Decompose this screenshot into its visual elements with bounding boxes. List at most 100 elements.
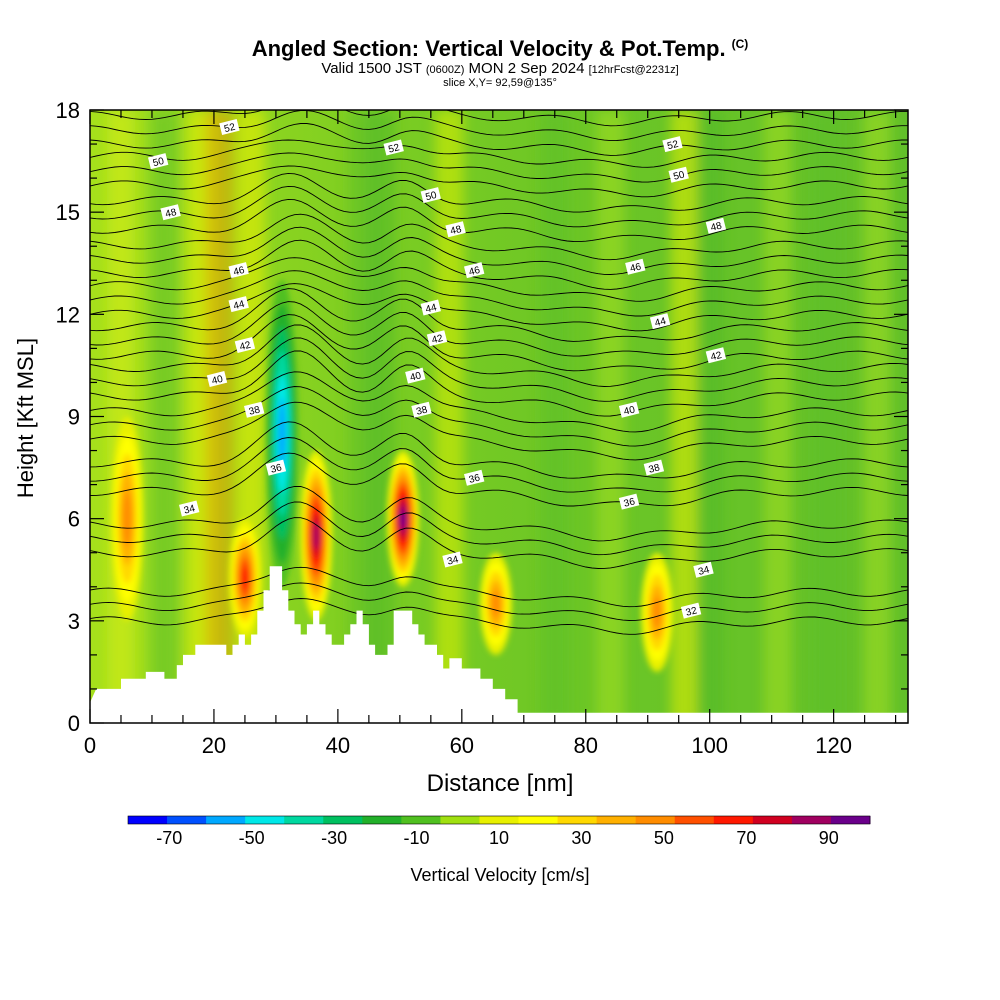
contour-label-text: 40: [409, 370, 423, 383]
contour-label: 50: [148, 153, 169, 170]
contour-label-text: 44: [232, 299, 246, 312]
valid-time: Valid 1500 JST: [321, 60, 422, 77]
isentrope-line: [90, 421, 908, 479]
contour-label-text: 34: [183, 503, 197, 516]
isentrope-line: [90, 350, 908, 417]
contour-label: 34: [179, 500, 200, 517]
updraft-cell: [313, 522, 320, 550]
contour-label-text: 36: [623, 496, 637, 509]
isentrope-line: [90, 123, 908, 156]
contour-label: 36: [464, 469, 485, 486]
contour-label-bg: [219, 119, 240, 135]
contour-label-text: 48: [449, 224, 463, 237]
y-tick-labels: 0 3 6 9 12 15 18: [56, 98, 80, 736]
valid-zulu: (0600Z): [425, 64, 465, 76]
contour-label-bg: [705, 217, 727, 234]
colorbar-tick-labels: -70 -50 -30 -10 10 30 50 70 90: [156, 828, 839, 848]
contour-label-text: 36: [270, 462, 284, 475]
contour-label-bg: [464, 262, 485, 279]
contour-label-bg: [618, 493, 640, 510]
isentrope-line: [90, 139, 908, 168]
contour-label: 36: [265, 459, 287, 476]
contour-label-text: 50: [424, 190, 438, 203]
y-tick-label: 15: [56, 200, 80, 225]
colorbar-swatch: [284, 816, 324, 824]
colorbar-swatch: [362, 816, 402, 824]
contour-label-text: 44: [654, 316, 668, 329]
contour-label-text: 40: [211, 374, 225, 387]
contour-label-bg: [445, 221, 466, 238]
isentrope-line: [90, 257, 908, 302]
contour-label-text: 42: [239, 340, 253, 353]
axis-ticks: [89, 109, 908, 724]
contour-label: 52: [219, 119, 240, 135]
isentrope-line: [90, 165, 908, 198]
contour-label: 52: [662, 136, 683, 153]
contour-label-text: 34: [697, 564, 711, 577]
chart-subtitle: Valid 1500 JST (0600Z) MON 2 Sep 2024 [1…: [0, 61, 1000, 76]
contour-label: 50: [668, 166, 689, 183]
texture-band: [150, 110, 179, 723]
isentrope-line: [90, 485, 908, 542]
plot-area: 52 52 52 50 50 50 48 48 48 46 46 46 44 44 44 42 42 42 40 40…: [90, 110, 908, 723]
colorbar-swatch: [635, 816, 676, 824]
contour-label-bg: [228, 296, 249, 313]
isentrope-line: [90, 226, 908, 275]
contour-label-text: 46: [232, 265, 246, 278]
contour-label-text: 50: [672, 169, 686, 182]
isentrope-line: [90, 198, 908, 243]
colorbar-tick-label: 30: [571, 828, 591, 848]
y-axis-label: Height [Kft MSL]: [13, 338, 38, 498]
colorbar-tick-label: -10: [404, 828, 430, 848]
x-tick-label: 0: [84, 733, 96, 758]
contour-label: 38: [643, 459, 665, 476]
updraft-cell: [122, 490, 132, 547]
isentrope-line: [90, 517, 908, 569]
contour-label-bg: [625, 258, 646, 275]
chart-title: Angled Section: Vertical Velocity & Pot.…: [0, 38, 1000, 60]
colorbar-swatch: [323, 816, 363, 824]
colorbar-swatch: [596, 816, 637, 824]
contour-label-text: 46: [468, 265, 482, 278]
updraft-cell: [241, 566, 249, 591]
contour-label: 40: [206, 371, 228, 387]
isentrope-line: [90, 288, 908, 342]
slice-info: slice X,Y= 92,59@135°: [443, 77, 557, 89]
contour-label: 34: [442, 551, 463, 568]
colorbar-tick-label: 50: [654, 828, 674, 848]
contour-label-bg: [618, 401, 640, 418]
downdraft-cell: [278, 398, 286, 469]
contour-label: 46: [228, 262, 249, 278]
contour-label: 36: [618, 493, 640, 510]
isentrope-line: [90, 172, 908, 213]
isentrope-line: [90, 501, 908, 556]
contour-label: 52: [383, 139, 404, 156]
contour-label-text: 48: [164, 207, 178, 220]
contour-label: 42: [426, 330, 448, 346]
isentrope-line: [90, 213, 908, 261]
y-tick-label: 18: [56, 98, 80, 123]
valid-date: MON 2 Sep 2024: [468, 60, 585, 77]
contour-label-bg: [411, 401, 432, 418]
contour-label-text: 50: [152, 156, 166, 169]
texture-band: [695, 110, 724, 723]
isentrope-line: [90, 239, 908, 290]
x-tick-label: 60: [450, 733, 474, 758]
contour-label: 38: [411, 401, 432, 418]
colorbar-swatch: [518, 816, 559, 824]
contour-label: 48: [160, 204, 181, 220]
isentrope-line: [90, 437, 908, 493]
y-tick-label: 9: [68, 405, 80, 430]
contour-label-text: 42: [710, 350, 724, 363]
contour-label-bg: [148, 153, 169, 170]
contour-label-bg: [405, 367, 426, 384]
contour-label: 44: [420, 299, 441, 316]
contour-label-bg: [662, 136, 683, 153]
contour-label: 48: [445, 221, 466, 238]
texture-band: [540, 110, 569, 723]
contour-label-bg: [244, 401, 265, 418]
contour-label-bg: [643, 459, 665, 476]
contour-label: 46: [625, 258, 646, 275]
contour-label-bg: [420, 187, 441, 204]
contour-label-text: 34: [446, 554, 460, 567]
